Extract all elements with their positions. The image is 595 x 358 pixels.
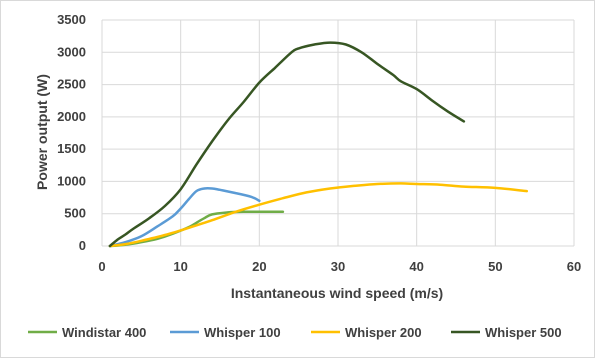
legend-label: Whisper 100 [204, 325, 281, 340]
y-axis-title: Power output (W) [34, 74, 50, 190]
x-tick-label: 0 [98, 259, 105, 274]
series-line-whisper-500 [108, 41, 466, 248]
legend-item-whisper-100: Whisper 100 [170, 325, 281, 340]
y-axis-ticks: 0 500 1000 1500 2000 2500 3000 3500 [57, 12, 86, 253]
y-tick-label: 500 [64, 206, 86, 221]
x-tick-label: 50 [488, 259, 502, 274]
x-tick-label: 60 [567, 259, 581, 274]
y-tick-label: 1500 [57, 141, 86, 156]
y-tick-label: 3500 [57, 12, 86, 27]
legend-label: Whisper 200 [345, 325, 422, 340]
series-line-windistar-400 [108, 210, 285, 248]
x-axis-title: Instantaneous wind speed (m/s) [231, 285, 443, 301]
x-tick-label: 40 [409, 259, 423, 274]
x-tick-label: 30 [331, 259, 345, 274]
legend-item-whisper-500: Whisper 500 [451, 325, 562, 340]
y-tick-label: 2500 [57, 77, 86, 92]
legend-item-windistar-400: Windistar 400 [28, 325, 146, 340]
gridlines [101, 19, 575, 247]
series-line-whisper-200 [108, 182, 529, 248]
y-tick-label: 3000 [57, 44, 86, 59]
x-tick-label: 10 [173, 259, 187, 274]
y-tick-label: 0 [79, 238, 86, 253]
y-tick-label: 1000 [57, 173, 86, 188]
x-tick-label: 20 [252, 259, 266, 274]
legend-item-whisper-200: Whisper 200 [311, 325, 422, 340]
y-tick-label: 2000 [57, 109, 86, 124]
legend: Windistar 400 Whisper 100 Whisper 200 Whisp… [28, 325, 562, 340]
legend-label: Windistar 400 [62, 325, 146, 340]
legend-label: Whisper 500 [485, 325, 562, 340]
series-line-whisper-100 [108, 187, 261, 248]
x-axis-ticks: 0 10 20 30 40 50 60 [98, 259, 581, 274]
series-lines [108, 41, 529, 248]
